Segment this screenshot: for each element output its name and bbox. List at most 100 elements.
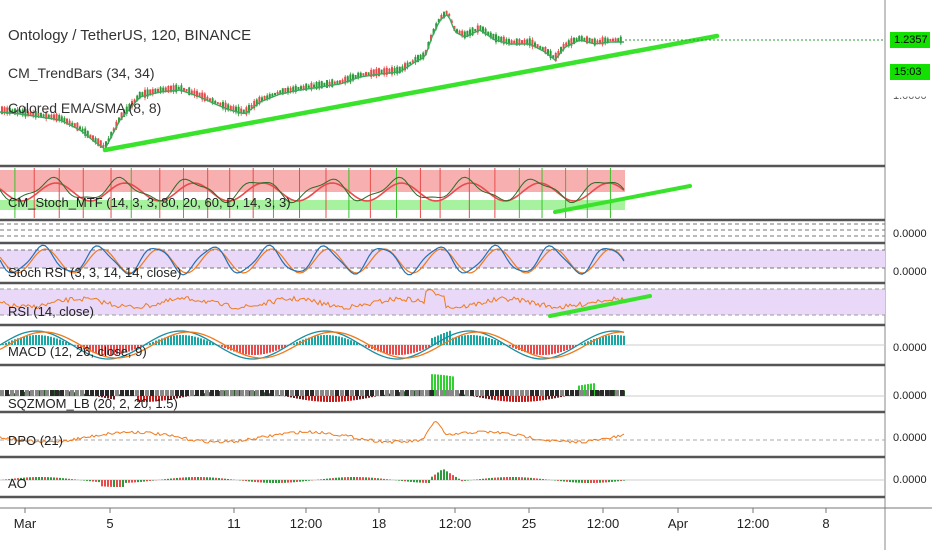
ao-bar: [215, 478, 217, 480]
sqz-histogram-bar: [527, 396, 529, 402]
sqz-dot: [510, 390, 514, 396]
ao-bar: [497, 477, 499, 480]
macd-histogram-bar: [5, 343, 7, 345]
sqz-dot: [465, 390, 469, 396]
sqz-dot: [325, 390, 329, 396]
candle-body: [342, 80, 344, 83]
macd-histogram-bar: [479, 336, 481, 345]
indicator-ema-label: Colored EMA/SMA (8, 8): [8, 100, 161, 116]
ao-bar: [503, 477, 505, 480]
ao-bar: [383, 479, 385, 480]
ao-bar: [128, 480, 130, 483]
sqz-dot: [395, 390, 399, 396]
pane-label-stoch-mtf: CM_Stoch_MTF (14, 3, 3, 80, 20, 60, D, 1…: [8, 195, 291, 210]
sqz-histogram-bar: [287, 396, 289, 397]
sqz-histogram-bar: [506, 396, 508, 401]
ao-bar: [185, 477, 187, 480]
ao-bar: [404, 480, 406, 481]
macd-histogram-bar: [179, 335, 181, 345]
candle-body: [474, 29, 476, 31]
sqz-dot: [355, 390, 359, 396]
ao-bar: [419, 480, 421, 483]
ao-bar: [284, 480, 286, 483]
sqz-histogram-bar: [557, 396, 559, 398]
ao-bar: [374, 478, 376, 480]
sqz-dot: [285, 390, 289, 396]
ao-bar: [173, 478, 175, 480]
ao-bar: [98, 480, 100, 482]
sqz-dot: [210, 390, 214, 396]
sqz-dot: [445, 390, 449, 396]
ao-bar: [323, 479, 325, 480]
sqz-dot: [415, 390, 419, 396]
sqz-dot: [280, 390, 284, 396]
sqz-dot: [365, 390, 369, 396]
ao-bar: [455, 477, 457, 480]
macd-histogram-bar: [344, 338, 346, 345]
macd-histogram-bar: [326, 335, 328, 345]
macd-histogram-bar: [245, 345, 247, 354]
sqz-dot: [490, 390, 494, 396]
ao-bar: [560, 480, 562, 481]
sqz-dot: [360, 390, 364, 396]
ao-bar: [440, 470, 442, 480]
ao-bar: [521, 477, 523, 480]
ao-bar: [362, 477, 364, 480]
x-tick-1200-a: 12:00: [290, 516, 323, 531]
sqz-histogram-bar: [494, 396, 496, 400]
sqz-dot: [385, 390, 389, 396]
macd-histogram-bar: [386, 345, 388, 354]
macd-histogram-bar: [149, 343, 151, 345]
macd-histogram-bar: [341, 337, 343, 345]
ao-bar: [281, 480, 283, 483]
macd-histogram-bar: [422, 345, 424, 350]
sqz-dot: [315, 390, 319, 396]
macd-histogram-bar: [416, 345, 418, 352]
ao-bar: [287, 480, 289, 483]
ao-bar: [278, 480, 280, 483]
sqz-histogram-bar: [362, 396, 364, 399]
sqz-dot: [205, 390, 209, 396]
macd-histogram-bar: [320, 335, 322, 345]
ao-bar: [326, 479, 328, 480]
ao-bar: [488, 478, 490, 480]
sqz-dot: [585, 390, 589, 396]
sqz-dot: [425, 390, 429, 396]
macd-histogram-bar: [194, 337, 196, 345]
macd-histogram-bar: [458, 336, 460, 345]
sqz-dot: [500, 390, 504, 396]
ao-bar: [569, 480, 571, 482]
sqz-histogram-bar: [524, 396, 526, 402]
ao-bar: [266, 480, 268, 483]
candle-body: [219, 103, 221, 106]
macd-histogram-bar: [275, 345, 277, 351]
ao-bar: [251, 480, 253, 482]
sqz-dot: [295, 390, 299, 396]
ao-bar: [350, 477, 352, 480]
ao-bar: [614, 480, 616, 482]
candle-body: [271, 94, 273, 97]
ao-bar: [458, 479, 460, 480]
candle-body: [274, 93, 276, 95]
ao-bar: [452, 475, 454, 480]
ao-bar: [83, 480, 85, 481]
sqz-dot: [605, 390, 609, 396]
ao-bar: [59, 478, 61, 480]
macd-histogram-bar: [551, 345, 553, 354]
sqz-dot: [460, 390, 464, 396]
ao-bar: [194, 477, 196, 480]
x-tick-5: 5: [106, 516, 113, 531]
sqz-dot: [260, 390, 264, 396]
stoch-mtf-upper-band: [0, 170, 625, 192]
ao-bar: [596, 480, 598, 483]
macd-histogram-bar: [473, 335, 475, 345]
macd-histogram-bar: [338, 337, 340, 345]
ao-bar: [152, 480, 154, 481]
sqz-histogram-bar: [560, 396, 562, 397]
ao-bar: [461, 480, 463, 481]
sqz-dot: [275, 390, 279, 396]
ao-bar: [221, 478, 223, 480]
ao-bar: [479, 479, 481, 480]
ao-bar: [275, 480, 277, 483]
sqz-histogram-bar: [185, 396, 187, 397]
